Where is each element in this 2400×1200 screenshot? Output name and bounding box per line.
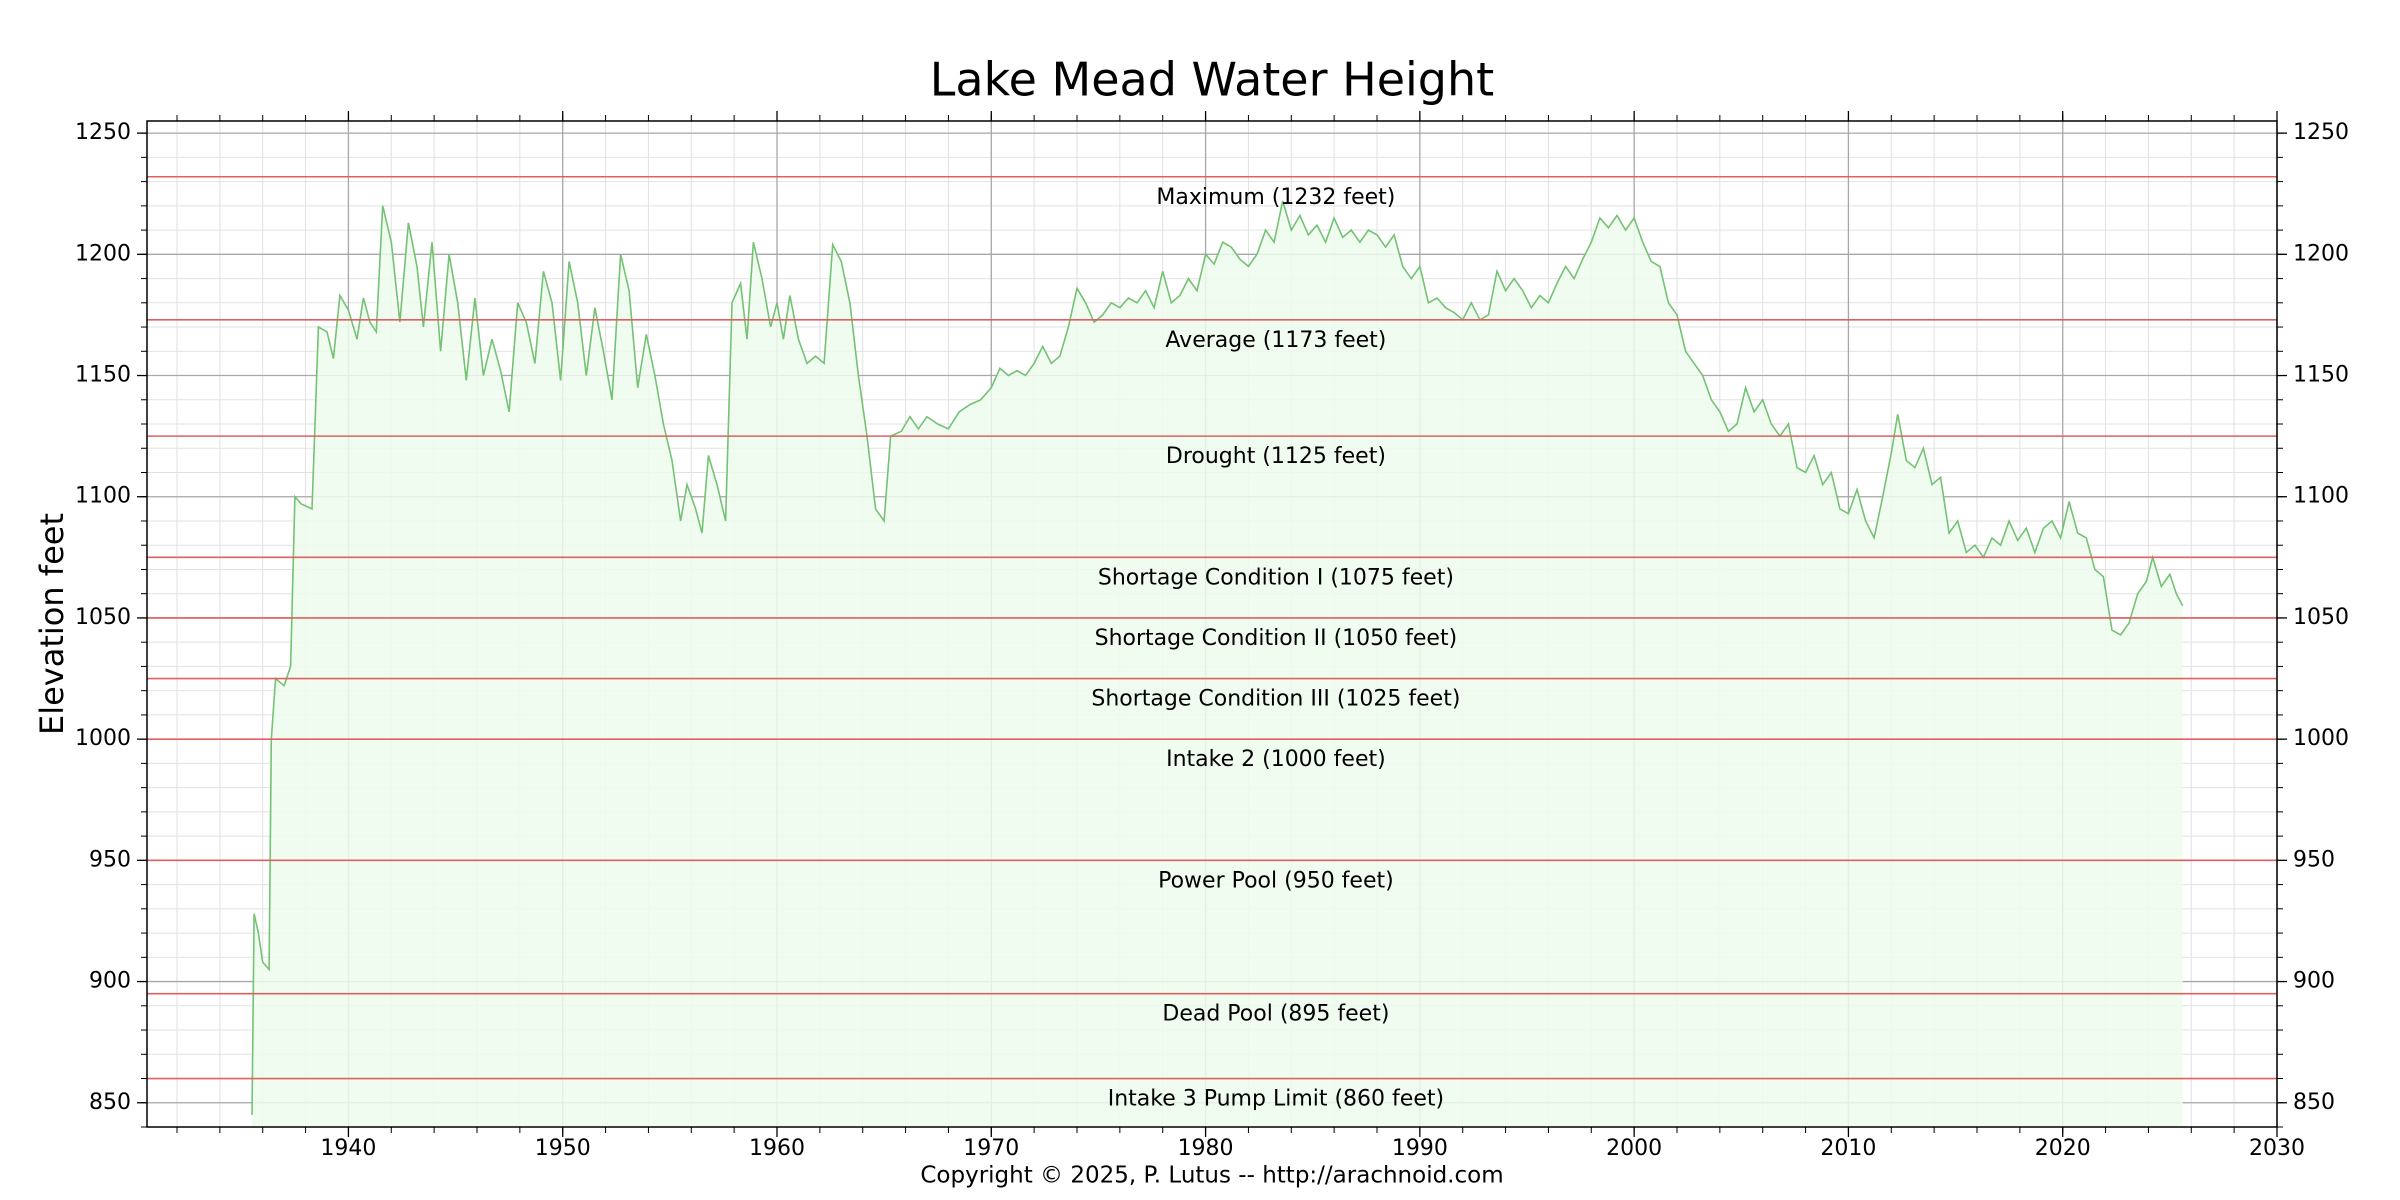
x-tick-label: 1980 — [1178, 1136, 1234, 1161]
y-tick-label: 1250 — [75, 120, 131, 145]
x-tick-label: 2020 — [2035, 1136, 2091, 1161]
reference-label: Dead Pool (895 feet) — [1162, 1002, 1389, 1027]
reference-label: Shortage Condition II (1050 feet) — [1095, 626, 1458, 651]
x-tick-label: 1950 — [535, 1136, 591, 1161]
y-tick-label: 1100 — [75, 484, 131, 509]
y-tick-label: 1150 — [75, 363, 131, 388]
chart-title: Lake Mead Water Height — [930, 53, 1494, 107]
water-line — [251, 200, 2184, 1115]
x-tick-label: 1940 — [320, 1136, 376, 1161]
y-tick-label: 1200 — [75, 241, 131, 266]
reference-label: Power Pool (950 feet) — [1158, 868, 1394, 893]
reference-label: Intake 3 Pump Limit (860 feet) — [1108, 1087, 1444, 1112]
footer: Copyright © 2025, P. Lutus -- http://ara… — [920, 1163, 1503, 1189]
axes: 1940 1950 1960 1970 1980 1990 2000 2010 2020 2030… — [75, 111, 2349, 1161]
x-tick-label: 2010 — [1820, 1136, 1876, 1161]
y-tick-label: 850 — [89, 1090, 131, 1115]
x-tick-label: 1970 — [963, 1136, 1019, 1161]
reference-label: Shortage Condition III (1025 feet) — [1091, 687, 1460, 712]
reference-label: Drought (1125 feet) — [1166, 444, 1386, 469]
y-tick-label-right: 1150 — [2293, 363, 2349, 388]
y-tick-label-right: 1100 — [2293, 484, 2349, 509]
x-tick-label: 1990 — [1392, 1136, 1448, 1161]
y-tick-label-right: 850 — [2293, 1090, 2335, 1115]
y-tick-label-right: 1250 — [2293, 120, 2349, 145]
y-tick-label: 950 — [89, 847, 131, 872]
y-axis-label: Elevation feet — [33, 513, 71, 735]
y-tick-label-right: 1050 — [2293, 605, 2349, 630]
reference-label: Intake 2 (1000 feet) — [1166, 747, 1386, 772]
x-tick-label: 2000 — [1606, 1136, 1662, 1161]
y-tick-label: 1050 — [75, 605, 131, 630]
y-tick-label-right: 950 — [2293, 847, 2335, 872]
y-tick-label: 1000 — [75, 726, 131, 751]
x-tick-label: 1960 — [749, 1136, 805, 1161]
reference-label: Average (1173 feet) — [1165, 328, 1386, 353]
x-tick-label: 2030 — [2249, 1136, 2305, 1161]
plot-area — [251, 200, 2184, 1127]
reference-lines: Maximum (1232 feet) Average (1173 feet) Dr… — [147, 175, 2277, 1112]
y-tick-label-right: 1200 — [2293, 241, 2349, 266]
y-tick-label-right: 900 — [2293, 969, 2335, 994]
y-tick-label: 900 — [89, 969, 131, 994]
area-fill — [252, 201, 2183, 1127]
y-tick-label-right: 1000 — [2293, 726, 2349, 751]
reference-label: Shortage Condition I (1075 feet) — [1098, 565, 1454, 590]
reference-label: Maximum (1232 feet) — [1156, 185, 1395, 210]
plot-frame — [146, 120, 2278, 1128]
